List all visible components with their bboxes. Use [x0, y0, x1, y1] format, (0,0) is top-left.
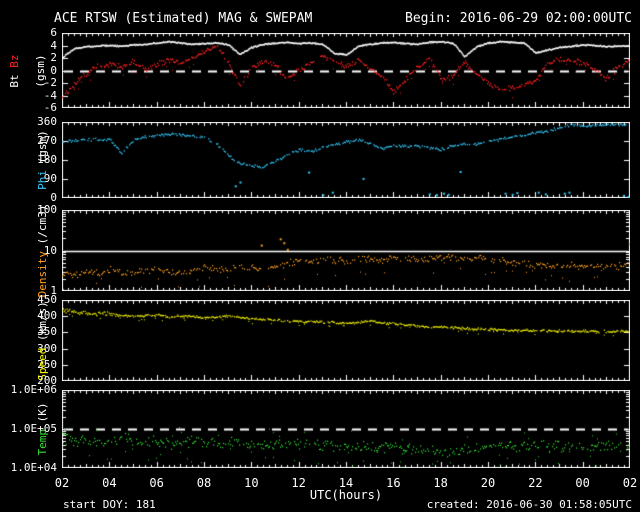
axis-label-text: (km/s) [36, 300, 49, 348]
y-tick-label-phi: 0 [50, 191, 57, 204]
y-tick-label-temp: 1.0E+05 [10, 422, 57, 435]
y-tick-label-density: 10 [43, 243, 57, 257]
plot-begin-time: Begin: 2016-06-29 02:00:00UTC [405, 11, 632, 26]
x-tick-label: 16 [386, 476, 401, 490]
y-tick-label-density: 1 [50, 284, 57, 297]
panel-canvas-mag [62, 33, 630, 108]
x-tick-label: 20 [480, 476, 496, 490]
y-tick-label-mag: 0 [50, 63, 57, 77]
x-tick-label: 04 [102, 476, 117, 490]
y-tick-label-mag: 4 [50, 38, 57, 52]
x-tick-label: 00 [575, 476, 590, 490]
x-tick-label: 12 [291, 476, 306, 490]
panel-canvas-phi [62, 122, 630, 198]
axis-label-text: (/cm3) [36, 204, 49, 251]
y-tick-label-phi: 180 [37, 153, 57, 166]
axis-label-text: (K) [36, 402, 49, 429]
x-tick-label: 02 [622, 476, 638, 490]
plot-title: ACE RTSW (Estimated) MAG & SWEPAM [54, 11, 313, 26]
y-tick-label-phi: 360 [37, 115, 57, 128]
axis-label-text: (gsm) [36, 130, 49, 170]
axis-label-text: (gsm) [34, 53, 47, 88]
y-axis-label-temp: Temp (K) [36, 364, 50, 494]
y-tick-label-speed: 400 [37, 309, 57, 323]
x-tick-label: 02 [54, 476, 70, 490]
x-tick-label: 06 [149, 476, 164, 490]
x-tick-label: 10 [244, 476, 259, 490]
y-tick-label-phi: 90 [43, 172, 57, 185]
x-tick-label: 14 [338, 476, 354, 490]
y-tick-label-speed: 200 [37, 374, 57, 387]
axis-label-text: Temp [36, 429, 49, 456]
y-tick-label-density: 100 [37, 203, 57, 216]
x-tick-label: 18 [433, 476, 448, 490]
y-tick-label-speed: 300 [37, 341, 57, 355]
footer-start-doy: start DOY: 181 [63, 498, 156, 511]
x-axis-label: UTC(hours) [309, 488, 383, 502]
panel-canvas-temp [62, 390, 630, 468]
axis-label-text: Bz [8, 53, 21, 74]
y-tick-label-speed: 250 [37, 357, 57, 371]
y-tick-label-mag: -4 [43, 88, 57, 102]
y-tick-label-phi: 270 [37, 134, 57, 147]
panel-canvas-density [62, 210, 630, 291]
y-tick-label-mag: 2 [50, 51, 57, 64]
x-tick-label: 22 [528, 476, 543, 490]
y-tick-label-mag: 6 [50, 26, 57, 39]
axis-label-text: Bt [8, 73, 21, 88]
y-tick-label-speed: 450 [37, 293, 57, 306]
y-tick-label-speed: 350 [37, 325, 57, 339]
footer-created: created: 2016-06-30 01:58:05UTC [426, 498, 632, 511]
panel-canvas-speed [62, 300, 630, 381]
x-tick-label: 08 [196, 476, 212, 490]
y-tick-label-temp: 1.0E+06 [10, 383, 57, 396]
y-tick-label-mag: -2 [43, 76, 57, 89]
y-tick-label-temp: 1.0E+04 [10, 461, 57, 474]
y-tick-label-mag: -6 [43, 101, 57, 114]
